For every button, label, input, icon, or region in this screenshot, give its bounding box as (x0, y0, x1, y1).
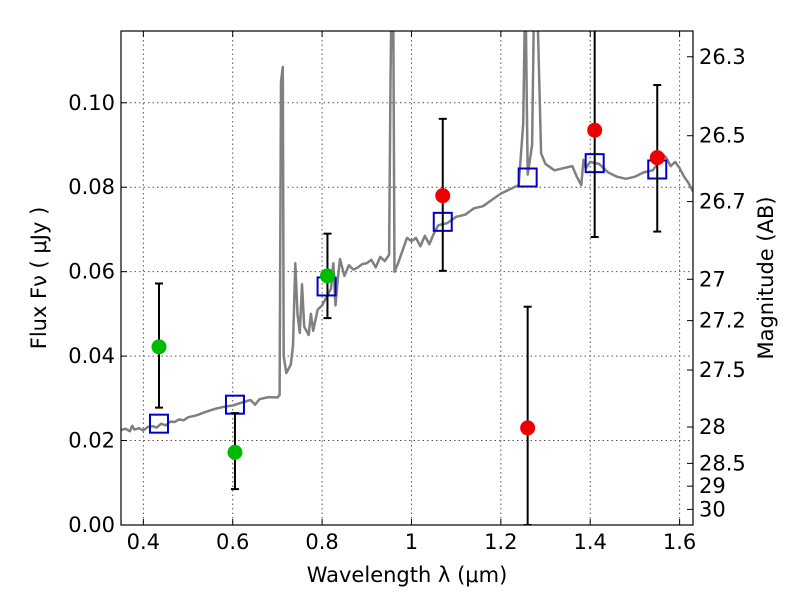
grid (121, 31, 693, 525)
observed-point (587, 122, 603, 138)
y-tick-label: 0.06 (68, 260, 115, 284)
model-photometry-square (148, 413, 169, 434)
x-tick-label: 1.4 (574, 530, 607, 554)
ticks: 0.4 0.6 0.8 1 1.2 1.4 1.6 0.00 0.02 0.04 0.06 0.08 0… (68, 31, 746, 554)
x-tick-label: 1.2 (484, 530, 517, 554)
y2-tick-label: 27 (699, 267, 726, 291)
observed-point (319, 268, 335, 284)
model-photometry-square (517, 167, 538, 188)
y-tick-label: 0.10 (68, 91, 115, 115)
observed-point (151, 339, 167, 355)
observed-point (520, 420, 536, 436)
y-tick-label: 0.02 (68, 429, 115, 453)
observed-point (435, 188, 451, 204)
observed-point (227, 444, 243, 460)
y2-axis-label: Magnitude (AB) (754, 196, 778, 359)
y2-tick-label: 28.5 (699, 451, 746, 475)
y2-tick-label: 28 (699, 415, 726, 439)
x-tick-label: 1 (405, 530, 418, 554)
y2-tick-label: 26.5 (699, 124, 746, 148)
x-tick-label: 1.6 (663, 530, 696, 554)
y2-tick-label: 26.7 (699, 190, 746, 214)
plot-frame (120, 30, 694, 526)
y-tick-label: 0.08 (68, 175, 115, 199)
y2-tick-label: 27.2 (699, 309, 746, 333)
x-tick-label: 0.4 (127, 530, 160, 554)
y-tick-label: 0.00 (68, 513, 115, 537)
x-tick-label: 0.6 (216, 530, 249, 554)
y2-tick-label: 29 (699, 474, 726, 498)
y-axis-label: Flux Fν ( μJy ) (27, 207, 51, 350)
y2-tick-label: 27.5 (699, 358, 746, 382)
y2-tick-label: 26.3 (699, 45, 746, 69)
x-axis-label: Wavelength λ (μm) (307, 563, 508, 587)
y2-tick-label: 30 (699, 497, 726, 521)
spectrum-line (121, 31, 693, 433)
observed-point (649, 150, 665, 166)
series-layer (121, 31, 693, 525)
x-tick-label: 0.8 (305, 530, 338, 554)
y-tick-label: 0.04 (68, 344, 115, 368)
